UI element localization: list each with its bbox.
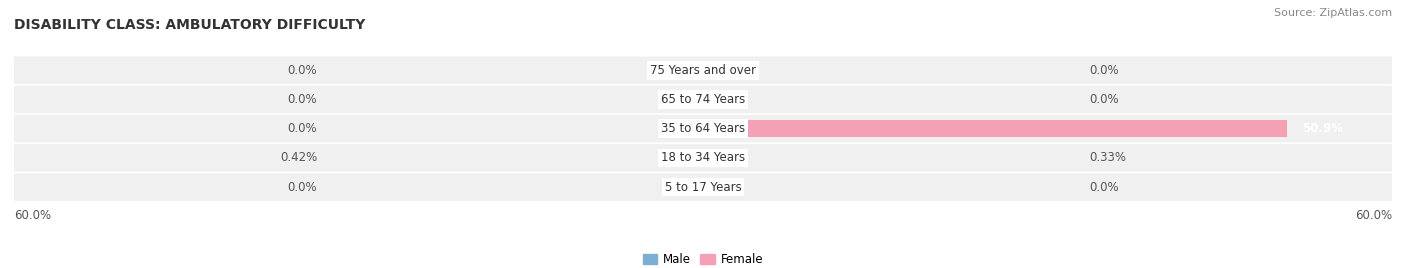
Bar: [703, 120, 1288, 137]
Text: 0.0%: 0.0%: [1088, 181, 1118, 193]
Bar: [703, 149, 707, 166]
FancyBboxPatch shape: [14, 115, 1392, 142]
Text: 0.33%: 0.33%: [1088, 151, 1126, 164]
FancyBboxPatch shape: [14, 173, 1392, 201]
Bar: [686, 62, 703, 79]
FancyBboxPatch shape: [14, 86, 1392, 113]
FancyBboxPatch shape: [14, 57, 1392, 84]
Text: 35 to 64 Years: 35 to 64 Years: [661, 122, 745, 135]
Text: Source: ZipAtlas.com: Source: ZipAtlas.com: [1274, 8, 1392, 18]
Text: 0.0%: 0.0%: [1088, 64, 1118, 77]
Text: 60.0%: 60.0%: [14, 209, 51, 222]
Bar: [703, 62, 720, 79]
Text: 75 Years and over: 75 Years and over: [650, 64, 756, 77]
Bar: [686, 120, 703, 137]
Bar: [686, 91, 703, 108]
Text: 0.0%: 0.0%: [288, 64, 318, 77]
Text: 5 to 17 Years: 5 to 17 Years: [665, 181, 741, 193]
Text: 60.0%: 60.0%: [1355, 209, 1392, 222]
Text: 0.0%: 0.0%: [288, 93, 318, 106]
Text: 18 to 34 Years: 18 to 34 Years: [661, 151, 745, 164]
Text: DISABILITY CLASS: AMBULATORY DIFFICULTY: DISABILITY CLASS: AMBULATORY DIFFICULTY: [14, 18, 366, 32]
Text: 50.9%: 50.9%: [1302, 122, 1343, 135]
Text: 0.42%: 0.42%: [280, 151, 318, 164]
Text: 0.0%: 0.0%: [288, 181, 318, 193]
Text: 0.0%: 0.0%: [288, 122, 318, 135]
Text: 65 to 74 Years: 65 to 74 Years: [661, 93, 745, 106]
Bar: [686, 179, 703, 196]
Bar: [699, 149, 703, 166]
Legend: Male, Female: Male, Female: [638, 248, 768, 268]
Text: 0.0%: 0.0%: [1088, 93, 1118, 106]
Bar: [703, 91, 720, 108]
Bar: [703, 179, 720, 196]
FancyBboxPatch shape: [14, 144, 1392, 172]
